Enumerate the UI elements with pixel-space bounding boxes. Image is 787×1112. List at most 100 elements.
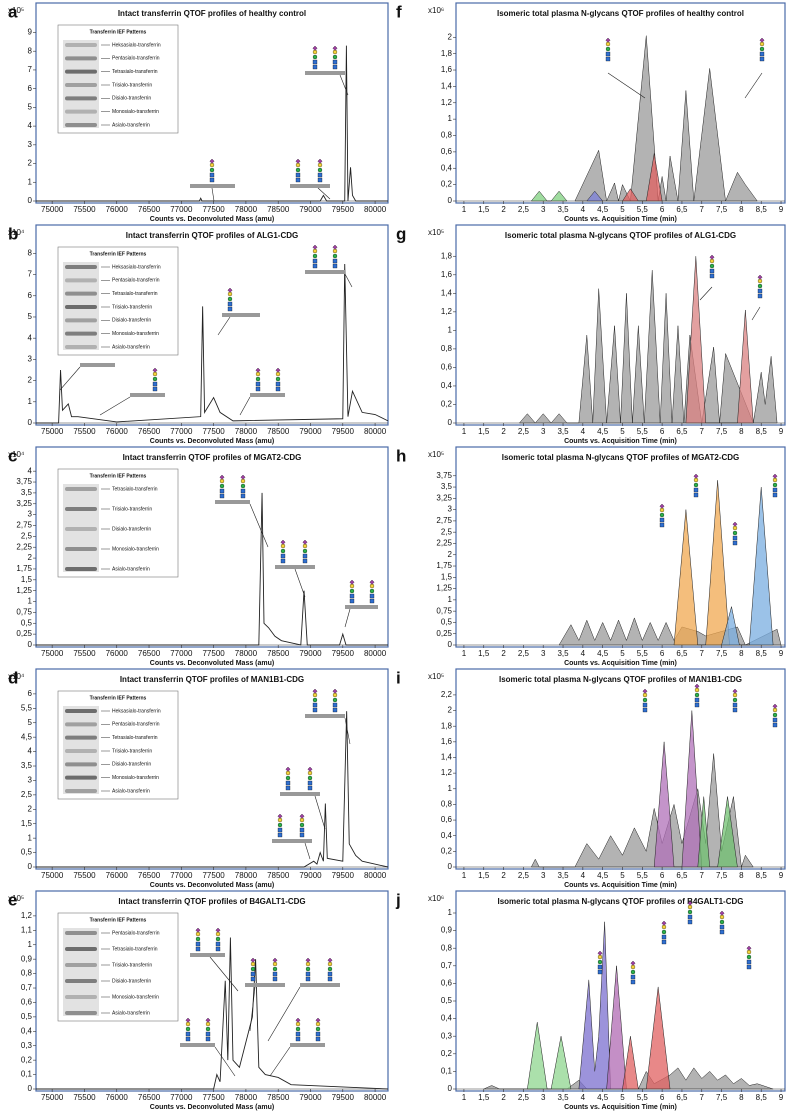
y-tick-label: 0,7 xyxy=(21,983,33,992)
y-tick-label: 0,6 xyxy=(441,815,453,824)
y-tick-label: 1,4 xyxy=(441,82,453,91)
glycan-core xyxy=(693,487,699,493)
y-tick-label: 0 xyxy=(28,418,33,427)
y-tick-label: 3,25 xyxy=(16,499,32,508)
x-tick-label: 78000 xyxy=(235,205,258,214)
glycan-core xyxy=(299,827,305,833)
glycan-bar xyxy=(215,500,250,504)
y-tick-label: 0,5 xyxy=(21,1012,33,1021)
glycan-core xyxy=(285,785,291,791)
glycan-core xyxy=(709,268,715,274)
glycan-sialic xyxy=(332,244,338,250)
x-tick-label: 76500 xyxy=(138,427,161,436)
x-tick-label: 1 xyxy=(462,205,467,214)
inset-label: Tetrasialo-transferrin xyxy=(112,486,158,492)
x-tick-label: 2 xyxy=(501,205,506,214)
x-tick-label: 5,5 xyxy=(637,1093,649,1102)
panel-letter: f xyxy=(396,2,402,21)
y-tick-label: 0,25 xyxy=(436,629,452,638)
x-tick-label: 7 xyxy=(700,205,705,214)
x-tick-label: 8,5 xyxy=(756,427,768,436)
axis-multiplier: x10⁴ xyxy=(8,228,25,237)
inset-label: Asialo-transferrin xyxy=(112,566,150,572)
x-tick-label: 5 xyxy=(620,1093,625,1102)
inset-label: Disialo-transferrin xyxy=(112,978,151,984)
gel-band xyxy=(65,331,97,336)
glycan-mannose xyxy=(642,697,648,703)
glycan-mannose xyxy=(661,929,667,935)
x-axis-label: Counts vs. Deconvoluted Mass (amu) xyxy=(150,216,274,223)
glycan-core xyxy=(642,707,648,713)
x-tick-label: 3 xyxy=(541,649,546,658)
glycan-core xyxy=(605,56,611,62)
y-tick-label: 4 xyxy=(28,121,33,130)
y-tick-label: 8 xyxy=(28,46,33,55)
glycan-mannose xyxy=(227,296,233,302)
x-tick-label: 78500 xyxy=(267,427,290,436)
y-tick-label: 0 xyxy=(448,862,453,871)
gel-band xyxy=(65,947,97,951)
panel-letter: c xyxy=(8,446,17,465)
glycan-mannose xyxy=(709,263,715,269)
x-tick-label: 80000 xyxy=(364,427,387,436)
x-tick-label: 4,5 xyxy=(597,205,609,214)
x-tick-label: 9 xyxy=(779,1093,784,1102)
x-tick-label: 6,5 xyxy=(676,871,688,880)
gel-band xyxy=(65,43,97,47)
glycan-core xyxy=(332,707,338,713)
glycan-core xyxy=(302,553,308,559)
y-tick-label: 1,4 xyxy=(441,753,453,762)
axis-multiplier: x10⁵ xyxy=(428,450,444,459)
x-tick-label: 1 xyxy=(462,649,467,658)
glycan-bar xyxy=(305,270,345,274)
glycan-bar xyxy=(305,714,345,718)
y-tick-label: 1,2 xyxy=(21,911,33,920)
chromatogram-area xyxy=(518,270,778,424)
glycan-core xyxy=(280,553,286,559)
chart-title: Isomeric total plasma N-glycans QTOF pro… xyxy=(498,897,744,906)
inset-label: Asialo-transferrin xyxy=(112,1010,150,1016)
y-tick-label: 0,2 xyxy=(441,1049,453,1058)
glycan-sialic xyxy=(597,950,603,956)
y-tick-label: 1 xyxy=(28,940,33,949)
x-tick-label: 5,5 xyxy=(637,205,649,214)
inset-title: Transferrin IEF Patterns xyxy=(90,29,147,35)
y-tick-label: 0 xyxy=(28,196,33,205)
gel-band xyxy=(65,318,97,323)
gel xyxy=(63,40,99,128)
y-tick-label: 2,75 xyxy=(16,521,32,530)
gel-band xyxy=(65,735,97,740)
x-tick-label: 5 xyxy=(620,427,625,436)
glycan-core xyxy=(285,780,291,786)
glycan-core xyxy=(369,593,375,599)
x-tick-label: 6,5 xyxy=(676,649,688,658)
y-tick-label: 0 xyxy=(28,1084,33,1093)
glycan-sialic xyxy=(195,927,201,933)
glycan-mannose xyxy=(302,548,308,554)
x-tick-label: 3 xyxy=(541,205,546,214)
inset-label: Monosialo-transferrin xyxy=(112,109,159,115)
glycan-sialic xyxy=(219,474,225,480)
glycan-core xyxy=(295,172,301,178)
x-tick-label: 4,5 xyxy=(597,427,609,436)
glycan-sialic xyxy=(661,920,667,926)
plot-frame xyxy=(455,446,786,648)
axis-multiplier: x10⁵ xyxy=(8,894,24,903)
leader-line xyxy=(744,72,763,99)
y-tick-label: 5 xyxy=(28,312,33,321)
gel-band xyxy=(65,109,97,114)
glycan-sialic xyxy=(305,957,311,963)
glycan-core xyxy=(661,934,667,940)
y-tick-label: 1 xyxy=(28,833,33,842)
glycan-mannose xyxy=(317,167,323,173)
leader-line xyxy=(59,366,81,391)
y-tick-label: 3 xyxy=(28,354,33,363)
x-tick-label: 75500 xyxy=(73,205,96,214)
x-tick-label: 80000 xyxy=(364,871,387,880)
glycan-mannose xyxy=(275,376,281,382)
glycan-core xyxy=(195,946,201,952)
leader-line xyxy=(99,396,131,416)
glycan-core xyxy=(772,717,778,723)
y-tick-label: 1,8 xyxy=(441,721,453,730)
leader-line xyxy=(699,286,713,301)
